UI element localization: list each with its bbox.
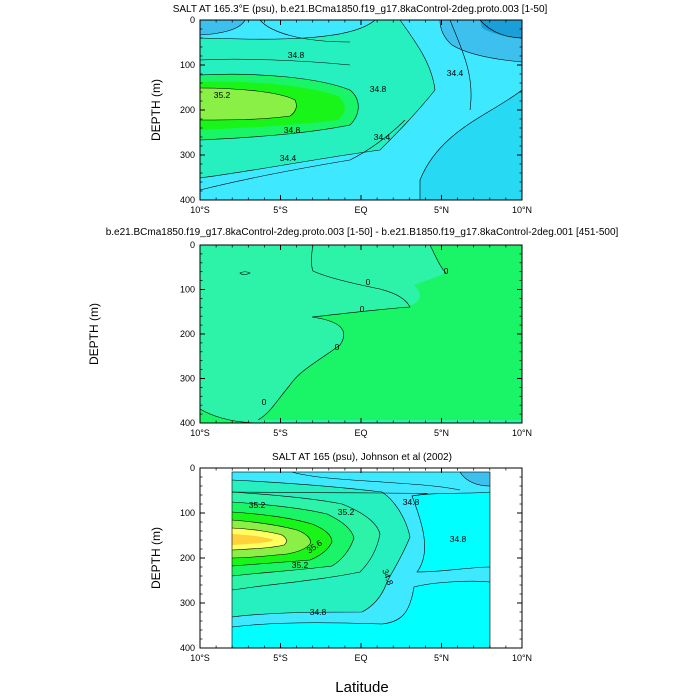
p1-contour-label: 34.8 (284, 125, 301, 135)
p2-fill-green-bottom (200, 409, 260, 423)
y-tick-label: 400 (180, 418, 195, 428)
p3-fill-gold (232, 534, 274, 545)
x-tick-label: 5°N (434, 428, 449, 438)
y-tick-label: 100 (180, 508, 195, 518)
y-axis-title: DEPTH (m) (87, 303, 101, 365)
p3-contour-label: 34.8 (403, 497, 420, 507)
p3-contour-label: 35.2 (338, 507, 355, 517)
panel-1: SALT AT 165.3°E (psu), b.e21.BCma1850.f1… (149, 4, 548, 215)
x-tick-label: 5°S (273, 428, 288, 438)
x-tick-label: 5°S (273, 653, 288, 663)
x-tick-label: EQ (354, 205, 367, 215)
y-tick-label: 300 (180, 374, 195, 384)
y-tick-label: 0 (190, 15, 195, 25)
y-tick-label: 100 (180, 285, 195, 295)
p1-contour-label: 34.4 (447, 68, 464, 78)
panel-3-plot: 35.2 35.2 35.6 35.2 34.8 34.8 34.8 34.8 (199, 467, 523, 649)
x-tick-label: 10°N (512, 653, 532, 663)
x-axis-title: Latitude (335, 679, 388, 696)
p1-contour-label: 34.4 (374, 132, 391, 142)
y-tick-label: 400 (180, 643, 195, 653)
x-tick-label: 10°N (512, 205, 532, 215)
y-axis-title: DEPTH (m) (149, 527, 163, 589)
x-tick-label: EQ (354, 653, 367, 663)
y-tick-label: 100 (180, 60, 195, 70)
y-tick-label: 200 (180, 105, 195, 115)
panel-2-axes: 10°S 5°S EQ 5°N 10°N 0 100 200 300 400 DEPTH (m) (87, 240, 532, 438)
panel-2: b.e21.BCma1850.f19_g17.8kaControl-2deg.p… (87, 227, 619, 438)
panel-1-plot: 34.8 35.2 34.8 34.8 34.4 34.4 34.4 (199, 19, 523, 201)
p2-contour-label: 0 (262, 397, 267, 407)
p2-contour-label: 0 (366, 277, 371, 287)
y-tick-label: 400 (180, 195, 195, 205)
p2-contour-label: 0 (335, 342, 340, 352)
p3-contour-lines (231, 471, 491, 628)
panel-3-title: SALT AT 165 (psu), Johnson et al (2002) (272, 452, 452, 463)
panel-1-title: SALT AT 165.3°E (psu), b.e21.BCma1850.f1… (173, 4, 548, 15)
x-tick-label: 10°S (190, 653, 210, 663)
p1-contour-label: 34.4 (280, 153, 297, 163)
p3-contour-label: 34.8 (450, 534, 467, 544)
y-tick-label: 0 (190, 463, 195, 473)
p1-fill-blue-left (200, 20, 245, 35)
x-tick-label: EQ (354, 428, 367, 438)
x-tick-label: 10°S (190, 428, 210, 438)
p3-data-area (231, 471, 491, 649)
x-tick-label: 5°N (434, 653, 449, 663)
y-tick-label: 0 (190, 240, 195, 250)
y-tick-label: 200 (180, 329, 195, 339)
panel-3-axes: 10°S 5°S EQ 5°N 10°N 0 100 200 300 400 DEPTH (m) (149, 463, 532, 663)
p2-contour-label: 0 (444, 266, 449, 276)
x-tick-label: 5°N (434, 205, 449, 215)
p3-fill-blue-top (460, 472, 490, 486)
panel-1-axes: 10°S 5°S EQ 5°N 10°N 0 100 200 300 400 DEPTH (m) (149, 15, 532, 215)
p2-fill-green (258, 245, 522, 420)
p1-contour-lines (199, 19, 523, 200)
p1-contour-label: 35.2 (214, 90, 231, 100)
y-tick-label: 300 (180, 150, 195, 160)
p1-fill-lime (200, 88, 297, 120)
y-tick-label: 300 (180, 598, 195, 608)
p1-contour-label: 34.8 (370, 84, 387, 94)
x-tick-label: 10°S (190, 205, 210, 215)
p3-contour-label: 35.2 (292, 560, 309, 570)
y-axis-title: DEPTH (m) (149, 79, 163, 141)
p1-contour-label: 34.8 (288, 50, 305, 60)
p3-contour-label: 35.2 (249, 500, 266, 510)
p1-fill-deep-blue (480, 20, 522, 38)
panel-2-title: b.e21.BCma1850.f19_g17.8kaControl-2deg.p… (106, 227, 619, 238)
panel-3: SALT AT 165 (psu), Johnson et al (2002) (149, 452, 532, 663)
y-tick-label: 200 (180, 553, 195, 563)
x-tick-label: 10°N (512, 428, 532, 438)
x-tick-label: 5°S (273, 205, 288, 215)
panel-2-plot: 0 0 0 0 0 (199, 244, 523, 424)
p3-contour-label: 34.8 (310, 607, 327, 617)
p2-contour-label: 0 (360, 304, 365, 314)
